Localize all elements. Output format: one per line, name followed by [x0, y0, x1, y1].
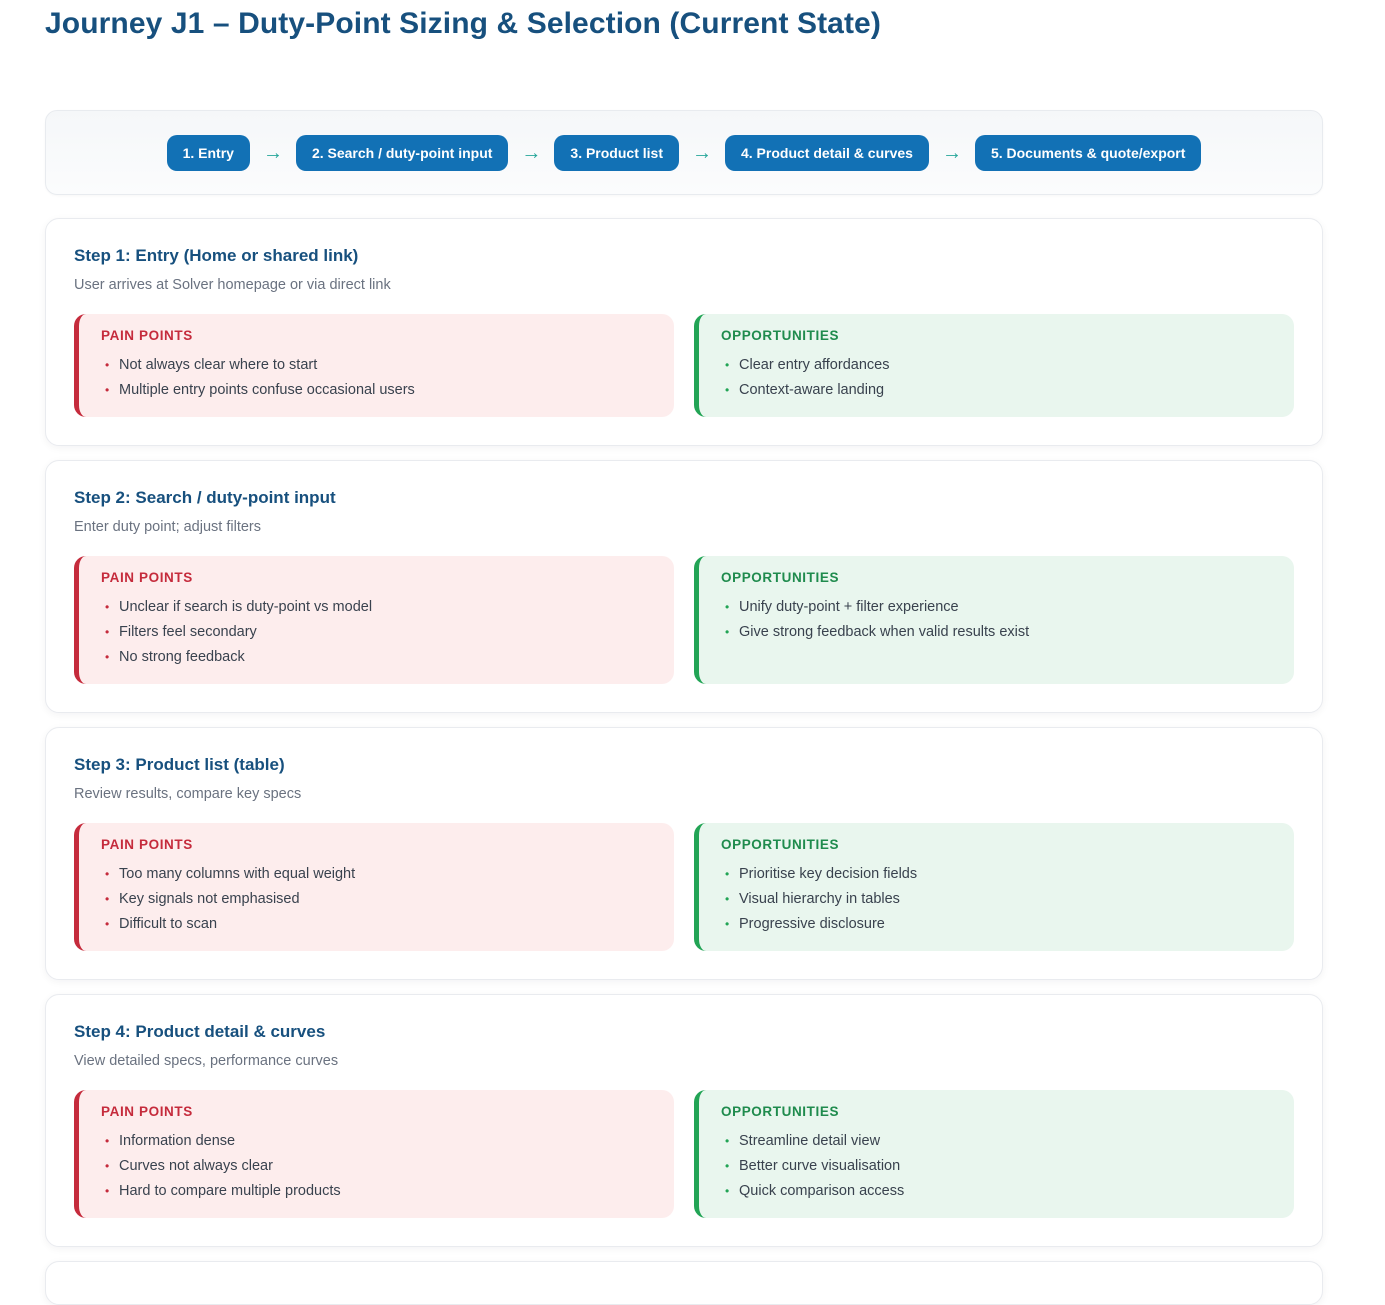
opportunities-list: Unify duty-point + filter experience Giv…: [721, 595, 1272, 645]
flow-arrow-icon: →: [941, 141, 962, 164]
opportunities-list: Clear entry affordances Context-aware la…: [721, 353, 1272, 403]
step-subtitle: View detailed specs, performance curves: [74, 1053, 339, 1069]
pain-points-heading: PAIN POINTS: [101, 328, 193, 343]
journey-flow-bar: 1. Entry → 2. Search / duty-point input …: [45, 110, 1323, 195]
opportunities-heading: OPPORTUNITIES: [721, 570, 840, 585]
step-card-5-partial: [45, 1261, 1323, 1305]
panels-row: PAIN POINTS Unclear if search is duty-po…: [74, 556, 1294, 684]
opportunities-list: Streamline detail view Better curve visu…: [721, 1129, 1272, 1204]
pain-point-item: Not always clear where to start: [101, 353, 652, 378]
opportunity-item: Context-aware landing: [721, 378, 1272, 403]
step-title: Step 3: Product list (table): [74, 755, 285, 774]
flow-step-pill-3[interactable]: 3. Product list: [554, 134, 679, 171]
pain-points-panel: PAIN POINTS Information dense Curves not…: [74, 1090, 674, 1218]
step-title: Step 4: Product detail & curves: [74, 1022, 326, 1041]
pain-point-item: Too many columns with equal weight: [101, 862, 652, 887]
opportunities-panel: OPPORTUNITIES Clear entry affordances Co…: [694, 314, 1294, 417]
pain-point-item: Filters feel secondary: [101, 620, 652, 645]
panels-row: PAIN POINTS Too many columns with equal …: [74, 823, 1294, 951]
pain-points-panel: PAIN POINTS Too many columns with equal …: [74, 823, 674, 951]
pain-points-list: Too many columns with equal weight Key s…: [101, 862, 652, 937]
flow-arrow-icon: →: [691, 141, 712, 164]
pain-points-heading: PAIN POINTS: [101, 570, 193, 585]
flow-step-pill-1[interactable]: 1. Entry: [166, 134, 250, 171]
opportunity-item: Prioritise key decision fields: [721, 862, 1272, 887]
opportunity-item: Quick comparison access: [721, 1179, 1272, 1204]
flow-step-row: 1. Entry → 2. Search / duty-point input …: [166, 134, 1202, 171]
opportunity-item: Progressive disclosure: [721, 912, 1272, 937]
pain-point-item: Hard to compare multiple products: [101, 1179, 652, 1204]
opportunity-item: Clear entry affordances: [721, 353, 1272, 378]
pain-points-heading: PAIN POINTS: [101, 1104, 193, 1119]
step-card-4: Step 4: Product detail & curves View det…: [45, 994, 1323, 1247]
opportunities-panel: OPPORTUNITIES Unify duty-point + filter …: [694, 556, 1294, 684]
pain-points-heading: PAIN POINTS: [101, 837, 193, 852]
pain-point-item: Unclear if search is duty-point vs model: [101, 595, 652, 620]
flow-step-pill-5[interactable]: 5. Documents & quote/export: [974, 134, 1202, 171]
step-card-1: Step 1: Entry (Home or shared link) User…: [45, 218, 1323, 446]
pain-points-list: Unclear if search is duty-point vs model…: [101, 595, 652, 670]
pain-point-item: Curves not always clear: [101, 1154, 652, 1179]
opportunity-item: Better curve visualisation: [721, 1154, 1272, 1179]
pain-points-list: Information dense Curves not always clea…: [101, 1129, 652, 1204]
flow-step-pill-2[interactable]: 2. Search / duty-point input: [295, 134, 509, 171]
opportunities-panel: OPPORTUNITIES Streamline detail view Bet…: [694, 1090, 1294, 1218]
step-subtitle: User arrives at Solver homepage or via d…: [74, 277, 391, 293]
pain-point-item: Information dense: [101, 1129, 652, 1154]
step-card-3: Step 3: Product list (table) Review resu…: [45, 727, 1323, 980]
pain-point-item: No strong feedback: [101, 645, 652, 670]
flow-arrow-icon: →: [521, 141, 542, 164]
opportunity-item: Streamline detail view: [721, 1129, 1272, 1154]
journey-page: Journey J1 – Duty-Point Sizing & Selecti…: [0, 6, 1385, 1305]
opportunity-item: Visual hierarchy in tables: [721, 887, 1272, 912]
pain-points-list: Not always clear where to start Multiple…: [101, 353, 652, 403]
page-title: Journey J1 – Duty-Point Sizing & Selecti…: [45, 7, 881, 40]
step-card-2: Step 2: Search / duty-point input Enter …: [45, 460, 1323, 713]
panels-row: PAIN POINTS Information dense Curves not…: [74, 1090, 1294, 1218]
panels-row: PAIN POINTS Not always clear where to st…: [74, 314, 1294, 417]
pain-points-panel: PAIN POINTS Not always clear where to st…: [74, 314, 674, 417]
flow-arrow-icon: →: [262, 141, 283, 164]
step-title: Step 2: Search / duty-point input: [74, 488, 336, 507]
opportunity-item: Unify duty-point + filter experience: [721, 595, 1272, 620]
step-title: Step 1: Entry (Home or shared link): [74, 246, 359, 265]
step-subtitle: Enter duty point; adjust filters: [74, 519, 261, 535]
pain-point-item: Key signals not emphasised: [101, 887, 652, 912]
step-subtitle: Review results, compare key specs: [74, 786, 302, 802]
pain-point-item: Multiple entry points confuse occasional…: [101, 378, 652, 403]
opportunities-heading: OPPORTUNITIES: [721, 328, 840, 343]
flow-step-pill-4[interactable]: 4. Product detail & curves: [724, 134, 929, 171]
opportunities-list: Prioritise key decision fields Visual hi…: [721, 862, 1272, 937]
opportunities-panel: OPPORTUNITIES Prioritise key decision fi…: [694, 823, 1294, 951]
opportunities-heading: OPPORTUNITIES: [721, 1104, 840, 1119]
opportunities-heading: OPPORTUNITIES: [721, 837, 840, 852]
opportunity-item: Give strong feedback when valid results …: [721, 620, 1272, 645]
pain-point-item: Difficult to scan: [101, 912, 652, 937]
pain-points-panel: PAIN POINTS Unclear if search is duty-po…: [74, 556, 674, 684]
